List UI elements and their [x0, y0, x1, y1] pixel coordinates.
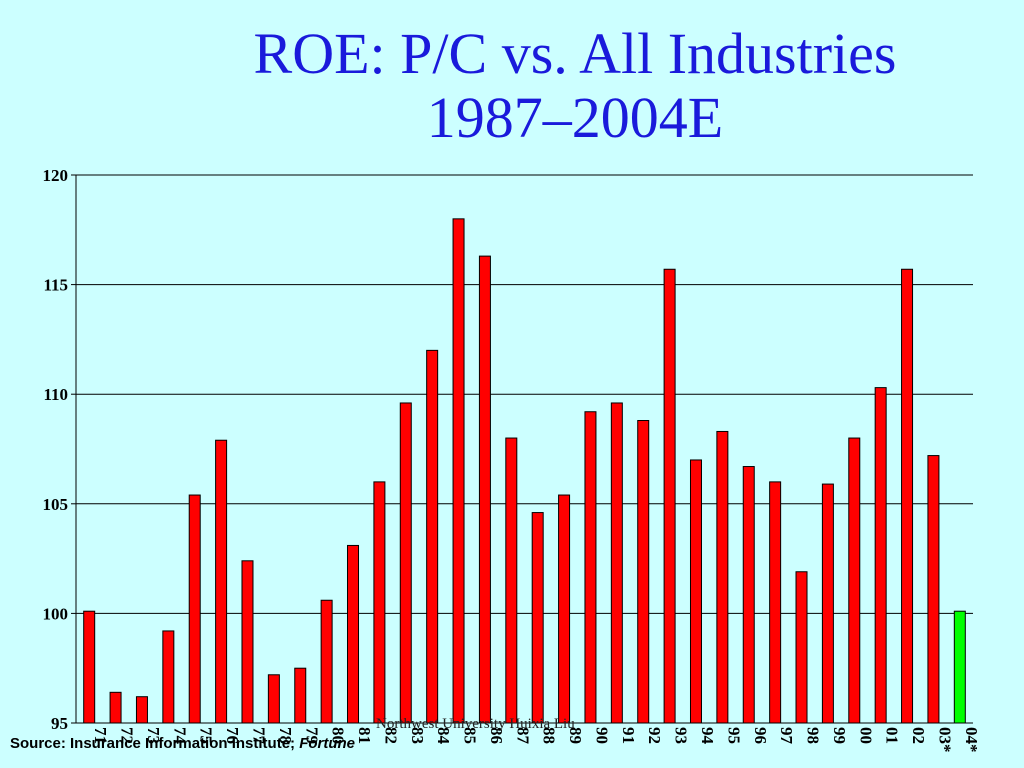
- x-tick-label: 78: [276, 727, 295, 744]
- source-prefix: Source: Insurance Information Institute;: [10, 735, 296, 752]
- x-tick-label: 94: [698, 727, 717, 745]
- bar: [426, 349, 439, 724]
- x-tick-label: 04*: [962, 727, 981, 753]
- bar: [505, 437, 518, 724]
- bar: [663, 268, 676, 724]
- bar: [188, 494, 201, 724]
- x-tick-label: 72: [118, 727, 137, 744]
- x-tick-label: 80: [329, 727, 348, 744]
- bar: [162, 630, 175, 724]
- bar: [531, 512, 544, 724]
- chart-title: ROE: P/C vs. All Industries 1987–2004E: [150, 22, 1000, 150]
- x-tick-label: 88: [540, 727, 559, 744]
- bar: [452, 218, 465, 724]
- x-tick-label: 97: [777, 727, 796, 745]
- x-tick-label: 95: [724, 727, 743, 744]
- bar: [769, 481, 782, 724]
- bar: [689, 459, 702, 724]
- bar: [637, 420, 650, 724]
- x-tick-label: 96: [751, 727, 770, 744]
- bar: [716, 430, 729, 724]
- bar: [109, 691, 122, 724]
- x-tick-label: 83: [408, 727, 427, 744]
- bar: [215, 439, 228, 724]
- bar: [874, 387, 887, 724]
- y-tick-label: 120: [43, 166, 69, 185]
- x-tick-label: 03*: [935, 727, 954, 753]
- footer-credit: Northwest University Huixia Liu: [376, 716, 575, 732]
- source-italic: Fortune: [299, 735, 356, 752]
- bar: [399, 402, 412, 724]
- x-tick-label: 90: [592, 727, 611, 744]
- x-tick-label: 98: [804, 727, 823, 744]
- x-tick-label: 71: [91, 727, 110, 744]
- bar: [848, 437, 861, 724]
- bar: [901, 268, 914, 724]
- bar: [135, 696, 148, 724]
- x-tick-label: 02: [909, 727, 928, 744]
- bar: [267, 674, 280, 724]
- y-tick-label: 105: [43, 495, 69, 514]
- x-tick-label: 77: [249, 727, 268, 745]
- x-tick-label: 74: [170, 727, 189, 745]
- bar: [742, 466, 755, 724]
- bar: [558, 494, 571, 724]
- y-tick-label: 110: [43, 385, 68, 404]
- x-tick-label: 81: [355, 727, 374, 744]
- x-tick-label: 79: [302, 727, 321, 744]
- x-tick-label: 76: [223, 727, 242, 744]
- bar: [373, 481, 386, 724]
- y-tick-label: 95: [51, 714, 68, 733]
- title-line-1: ROE: P/C vs. All Industries: [253, 21, 897, 86]
- bar: [584, 411, 597, 724]
- x-tick-label: 87: [513, 727, 532, 745]
- x-tick-label: 75: [197, 727, 216, 744]
- bar: [610, 402, 623, 724]
- x-tick-label: 82: [381, 727, 400, 744]
- x-tick-label: 86: [487, 727, 506, 744]
- bar: [241, 560, 254, 724]
- bar: [927, 455, 940, 724]
- bar: [821, 483, 834, 724]
- bar: [294, 667, 307, 724]
- y-tick-label: 100: [43, 604, 69, 623]
- x-tick-label: 01: [883, 727, 902, 744]
- bar: [478, 255, 491, 724]
- bar: [347, 544, 360, 724]
- title-line-2: 1987–2004E: [426, 85, 724, 150]
- x-tick-label: 91: [619, 727, 638, 744]
- x-tick-label: 89: [566, 727, 585, 744]
- x-tick-label: 00: [856, 727, 875, 744]
- bar: [953, 610, 966, 724]
- x-tick-label: 92: [645, 727, 664, 744]
- bar: [320, 599, 333, 724]
- x-tick-label: 93: [672, 727, 691, 744]
- x-tick-label: 73: [144, 727, 163, 744]
- y-tick-label: 115: [43, 276, 68, 295]
- bar: [83, 610, 96, 724]
- source-note: Source: Insurance Information Institute;…: [10, 735, 355, 752]
- bar: [795, 571, 808, 724]
- x-tick-label: 85: [461, 727, 480, 744]
- x-tick-label: 84: [434, 727, 453, 745]
- x-tick-label: 99: [830, 727, 849, 744]
